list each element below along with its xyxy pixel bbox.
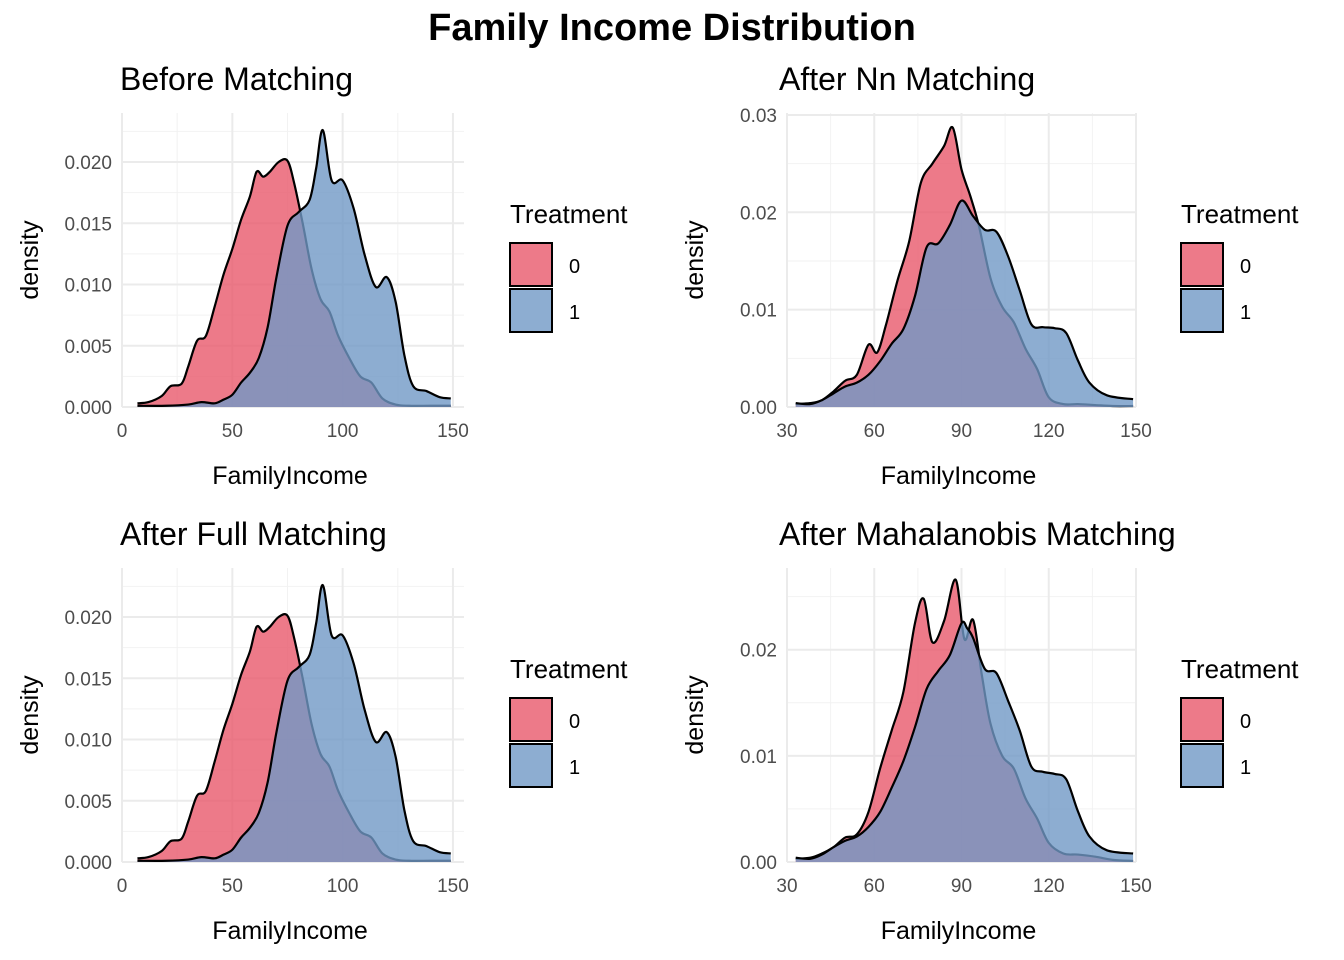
x-tick-label: 30 [776,876,797,897]
legend: Treatment 0 1 [1180,199,1299,333]
chart-panel-1: Before Matching 0 50 100 150 0.000 0.005 0.010 0… [16,61,628,490]
x-axis-label: FamilyIncome [881,917,1037,945]
legend-key-1 [509,288,553,333]
legend-label-0: 0 [1240,711,1251,733]
density-line-treatment-1 [795,620,1134,861]
chart-panel-2: After Nn Matching 30 60 90 120 150 0.00 0.01 0.0… [681,61,1299,490]
x-axis-label: FamilyIncome [212,462,368,490]
y-axis-label: density [681,220,709,300]
x-tick-label: 100 [327,876,359,897]
x-tick-label: 0 [117,421,128,442]
y-tick-label: 0.005 [64,337,112,358]
legend: Treatment 0 1 [1180,654,1299,788]
legend-label-1: 1 [1240,757,1251,779]
x-tick-label: 150 [1120,421,1152,442]
legend-title: Treatment [1181,199,1299,229]
legend: Treatment 0 1 [509,654,628,788]
legend-label-0: 0 [569,711,580,733]
y-tick-label: 0.020 [64,153,112,174]
y-tick-label: 0.02 [740,641,777,662]
legend-label-1: 1 [1240,302,1251,324]
y-tick-label: 0.010 [64,276,112,297]
x-tick-label: 150 [437,876,469,897]
y-axis-label: density [681,675,709,755]
density-line-treatment-1 [137,129,451,407]
legend-title: Treatment [510,654,628,684]
x-tick-label: 0 [117,876,128,897]
y-axis-label: density [16,675,44,755]
y-tick-label: 0.01 [740,747,777,768]
x-tick-label: 150 [437,421,469,442]
y-tick-label: 0.015 [64,214,112,235]
legend-key-0 [509,242,553,287]
x-tick-label: 60 [864,421,885,442]
legend-label-0: 0 [569,256,580,278]
y-tick-label: 0.015 [64,669,112,690]
y-tick-label: 0.020 [64,608,112,629]
panel-title: Before Matching [120,61,353,97]
legend-key-0 [1180,242,1224,287]
legend-label-0: 0 [1240,256,1251,278]
y-tick-label: 0.00 [740,398,777,419]
legend-key-1 [1180,288,1224,333]
legend-label-1: 1 [569,302,580,324]
y-tick-label: 0.000 [64,398,112,419]
legend-key-1 [1180,743,1224,788]
x-tick-label: 90 [951,421,972,442]
density-area-treatment-1 [795,200,1134,407]
x-axis-label: FamilyIncome [212,917,368,945]
x-tick-label: 60 [864,876,885,897]
figure-title: Family Income Distribution [428,7,916,49]
legend-key-1 [509,743,553,788]
y-tick-label: 0.000 [64,853,112,874]
density-area-treatment-1 [137,585,451,862]
x-tick-label: 30 [776,421,797,442]
x-tick-label: 120 [1033,421,1065,442]
x-axis-label: FamilyIncome [881,462,1037,490]
y-tick-label: 0.005 [64,792,112,813]
x-tick-label: 50 [222,876,243,897]
x-tick-label: 50 [222,421,243,442]
density-area-treatment-1 [137,130,451,407]
y-tick-label: 0.01 [740,301,777,322]
legend-title: Treatment [510,199,628,229]
chart-panel-4: After Mahalanobis Matching 30 60 90 120 150 0.… [681,516,1299,945]
y-tick-label: 0.03 [740,106,777,127]
legend-label-1: 1 [569,757,580,779]
x-tick-label: 120 [1033,876,1065,897]
panel-title: After Nn Matching [779,61,1035,97]
x-tick-label: 90 [951,876,972,897]
legend-title: Treatment [1181,654,1299,684]
y-tick-label: 0.02 [740,203,777,224]
panel-title: After Mahalanobis Matching [779,516,1176,552]
density-line-treatment-1 [137,584,451,862]
legend-key-0 [509,697,553,742]
y-axis-label: density [16,220,44,300]
y-tick-label: 0.010 [64,731,112,752]
density-area-treatment-1 [795,621,1134,862]
density-line-treatment-1 [795,199,1134,406]
legend-key-0 [1180,697,1224,742]
legend: Treatment 0 1 [509,199,628,333]
x-tick-label: 150 [1120,876,1152,897]
chart-panel-3: After Full Matching 0 50 100 150 0.000 0.005 0.… [16,516,628,945]
x-tick-label: 100 [327,421,359,442]
panel-title: After Full Matching [120,516,387,552]
y-tick-label: 0.00 [740,853,777,874]
